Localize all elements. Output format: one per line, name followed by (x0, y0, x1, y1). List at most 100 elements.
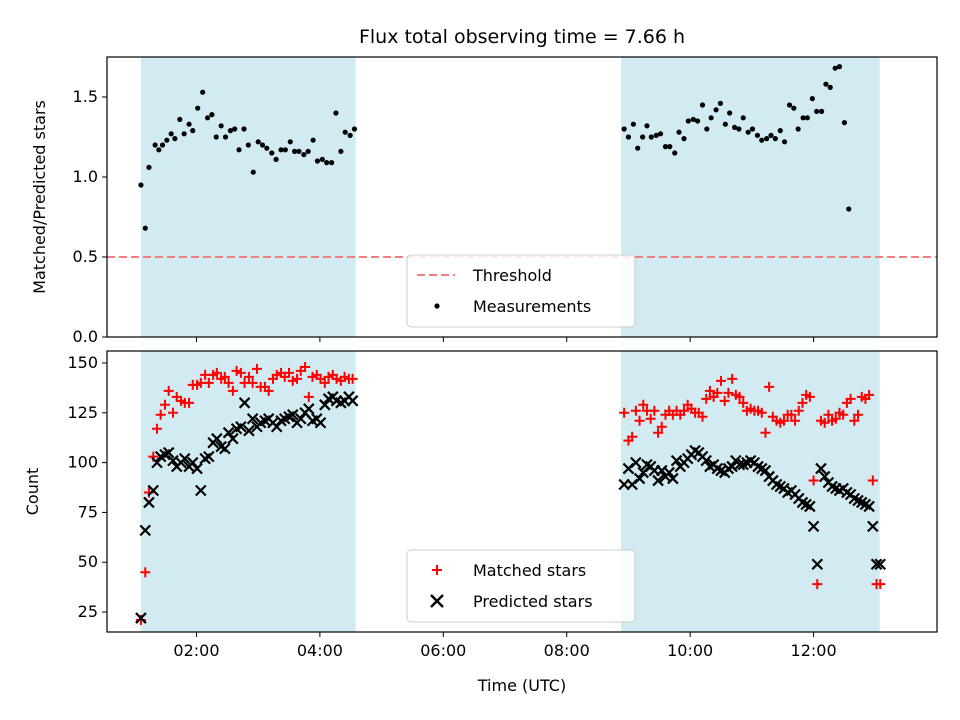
matched-star-point (163, 385, 174, 396)
measurement-point (786, 102, 793, 108)
measurement-point (241, 126, 247, 132)
measurement-point (694, 118, 701, 124)
y-tick-label: 75 (78, 502, 98, 521)
matched-star-point (764, 381, 775, 392)
predicted-star-point (243, 424, 255, 437)
matched-star-point (235, 367, 246, 378)
measurement-point (236, 147, 242, 153)
measurement-point (296, 148, 302, 154)
legend-label: Matched stars (473, 561, 586, 580)
matched-star-point (738, 397, 749, 408)
matched-star-point (140, 567, 151, 578)
matched-star-point (797, 397, 808, 408)
legend-label: Predicted stars (473, 592, 593, 611)
predicted-star-point (235, 420, 247, 433)
measurement-point (722, 121, 728, 127)
matched-star-point (223, 377, 234, 388)
predicted-star-point (135, 612, 147, 624)
matched-star-point (830, 413, 841, 424)
measurement-point (278, 147, 284, 153)
x-tick-label: 10:00 (667, 641, 713, 660)
x-axis-title: Time (UTC) (477, 676, 566, 695)
matched-star-point (243, 371, 254, 382)
measurement-point (708, 115, 714, 121)
matched-star-point (853, 409, 864, 420)
predicted-star-point (759, 464, 772, 477)
measurement-point (640, 134, 646, 140)
matched-star-point (804, 391, 815, 402)
matched-star-point (645, 413, 656, 424)
predicted-star-point (874, 558, 887, 571)
measurement-point (351, 126, 358, 132)
measurement-point (841, 120, 848, 126)
predicted-star-point (863, 500, 875, 513)
measurement-point (305, 148, 311, 154)
matched-star-point (712, 387, 723, 398)
matched-star-point (247, 377, 258, 388)
measurement-point (227, 128, 234, 134)
predicted-star-point (178, 452, 191, 465)
predicted-star-point (811, 558, 824, 571)
measurement-point (630, 121, 636, 127)
measurement-point (347, 132, 353, 138)
measurement-point (653, 132, 659, 138)
matched-star-point (211, 367, 222, 378)
measurement-point (662, 144, 669, 150)
legend-matched-swatch (432, 565, 442, 575)
measurement-point (195, 105, 201, 111)
measurement-point (736, 126, 742, 132)
measurement-point (245, 142, 251, 148)
matched-star-point (823, 409, 834, 420)
measurement-point (699, 102, 706, 108)
predicted-star-point (191, 462, 203, 475)
y-tick-label: 150 (67, 353, 98, 372)
matched-star-point (727, 373, 738, 384)
predicted-star-point (700, 454, 712, 467)
y-axis-title: Count (23, 468, 42, 516)
measurement-point (791, 105, 797, 111)
measurement-point (164, 137, 170, 143)
predicted-star-point (186, 456, 199, 469)
matched-star-point (812, 579, 823, 590)
y-tick-label: 125 (67, 403, 98, 422)
measurement-point (159, 142, 166, 148)
predicted-star-point (195, 484, 207, 497)
measurement-point (310, 137, 316, 143)
measurement-point (142, 225, 148, 231)
matched-star-point (808, 475, 819, 486)
predicted-star-point (630, 456, 642, 469)
x-tick-label: 06:00 (420, 641, 466, 660)
predicted-star-point (818, 470, 831, 483)
predicted-star-point (246, 412, 259, 425)
matched-star-point (619, 407, 630, 418)
matched-star-point (630, 405, 641, 416)
measurement-point (269, 150, 275, 156)
matched-star-point (656, 421, 667, 432)
measurement-point (282, 147, 288, 153)
matched-star-point (263, 385, 274, 396)
measurement-point (681, 136, 687, 142)
axes-frame (106, 350, 938, 633)
predicted-star-point (870, 558, 883, 571)
predicted-star-point (346, 395, 359, 407)
measurement-point (209, 112, 215, 118)
measurement-point (301, 152, 307, 158)
matched-star-point (160, 399, 171, 410)
measurement-point (768, 132, 774, 138)
y-tick-label: 0.0 (73, 327, 98, 346)
predicted-star-point (143, 496, 155, 509)
measurement-point (804, 115, 811, 121)
legend-box (406, 254, 636, 328)
matched-star-point (678, 405, 689, 416)
predicted-star-point (652, 474, 664, 487)
predicted-star-point (663, 466, 675, 479)
legend-measurement-swatch (434, 303, 440, 309)
y-tick-label: 1.5 (73, 87, 98, 106)
observing-window-band (140, 351, 356, 632)
matched-star-point (786, 409, 797, 420)
measurement-point (152, 142, 158, 148)
measurement-point (156, 147, 162, 153)
count-panel: 25 50 75 100 125 150 02:00 04:00 06:00 08:00 10:00… (23, 350, 938, 660)
measurement-point (172, 136, 178, 142)
measurement-point (672, 150, 678, 156)
